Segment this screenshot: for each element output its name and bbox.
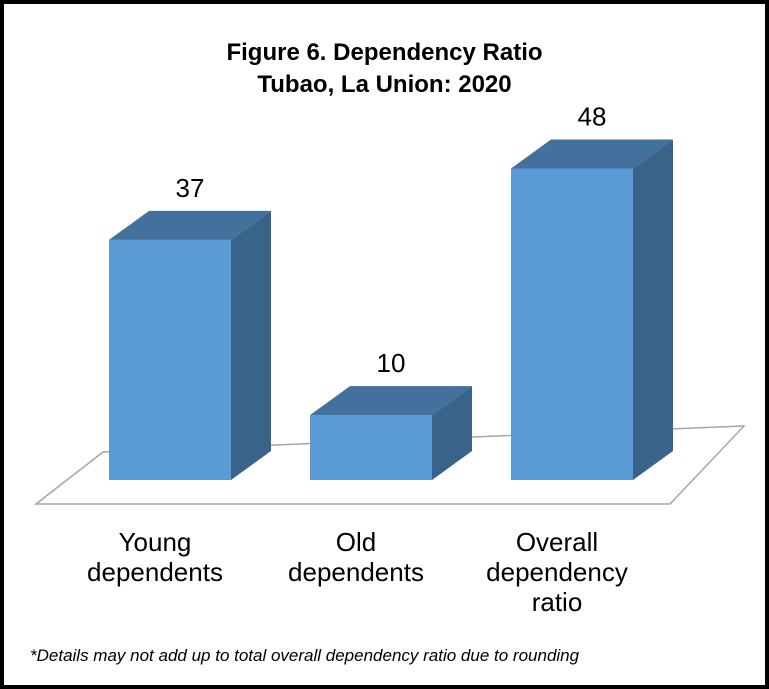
chart-title: Figure 6. Dependency Ratio <box>226 39 543 66</box>
chart-subtitle: Tubao, La Union: 2020 <box>257 71 512 98</box>
data-label: 10 <box>377 348 406 378</box>
category-label-line: dependents <box>288 557 424 587</box>
category-label-line: dependents <box>87 557 223 587</box>
bar-side <box>432 386 472 480</box>
footnote: *Details may not add up to total overall… <box>30 646 580 665</box>
category-label-line: Young <box>119 527 192 557</box>
category-label-line: dependency <box>486 557 628 587</box>
data-label: 37 <box>176 173 205 203</box>
bar-front <box>310 415 432 480</box>
data-label: 48 <box>578 101 607 131</box>
category-label-line: Old <box>336 527 376 557</box>
bar-top <box>310 386 472 416</box>
bar-side <box>231 210 271 480</box>
bar-top <box>109 210 271 240</box>
bar-front <box>511 168 633 481</box>
category-label: Old dependents <box>288 527 424 587</box>
floor-plane <box>33 425 746 505</box>
category-label: Young dependents <box>87 527 223 587</box>
category-label-line: Overall <box>516 527 598 557</box>
category-label-line: ratio <box>532 587 583 617</box>
bar-front <box>109 239 231 480</box>
category-label: Overall dependency ratio <box>486 527 628 617</box>
bar-side <box>633 139 673 481</box>
bar-top <box>511 139 673 169</box>
